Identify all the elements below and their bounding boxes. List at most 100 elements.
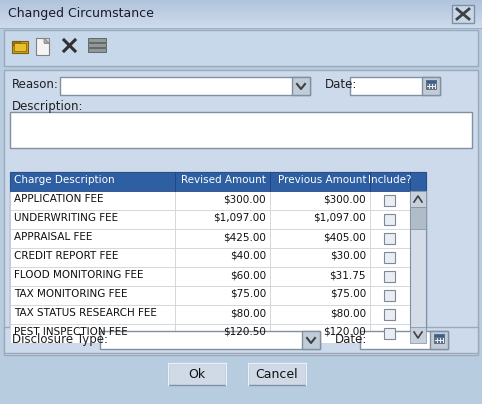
Text: PEST INSPECTION FEE: PEST INSPECTION FEE <box>14 327 128 337</box>
Text: Cancel: Cancel <box>255 368 298 381</box>
Bar <box>430 87 432 89</box>
Bar <box>410 207 426 229</box>
Bar <box>350 77 440 95</box>
Bar <box>370 172 410 191</box>
Bar <box>0 21 482 22</box>
Bar <box>370 324 410 343</box>
Bar <box>0 16 482 17</box>
Text: Include?: Include? <box>368 175 412 185</box>
Bar <box>10 324 175 343</box>
Bar <box>270 229 370 248</box>
Bar <box>270 305 370 324</box>
Bar <box>438 338 440 340</box>
Text: $60.00: $60.00 <box>230 270 266 280</box>
Text: Date:: Date: <box>335 333 367 346</box>
Bar <box>452 5 474 23</box>
Bar <box>384 252 395 263</box>
Text: $300.00: $300.00 <box>223 194 266 204</box>
Bar <box>430 84 432 86</box>
Bar <box>10 267 175 286</box>
Bar <box>422 77 440 95</box>
Bar <box>370 286 410 305</box>
Bar <box>360 331 448 349</box>
Bar <box>0 6 482 7</box>
Bar <box>0 25 482 26</box>
Bar <box>36 38 49 55</box>
Bar <box>435 338 437 340</box>
Bar <box>10 210 175 229</box>
Text: Disclosure Type:: Disclosure Type: <box>12 333 108 346</box>
Bar <box>370 210 410 229</box>
Bar <box>426 80 436 89</box>
Bar <box>270 172 370 191</box>
Bar <box>4 30 478 66</box>
Bar <box>0 19 482 20</box>
Bar <box>384 271 395 282</box>
Bar <box>0 15 482 16</box>
Bar <box>302 331 320 349</box>
Bar <box>175 248 270 267</box>
Bar <box>0 23 482 24</box>
Bar <box>44 38 49 43</box>
Bar <box>0 5 482 6</box>
Bar <box>10 112 472 148</box>
Text: Revised Amount: Revised Amount <box>181 175 266 185</box>
Bar <box>12 41 20 45</box>
Bar <box>0 8 482 9</box>
Text: Date:: Date: <box>325 78 357 91</box>
Bar <box>0 27 482 28</box>
Bar <box>10 229 175 248</box>
Bar <box>370 267 410 286</box>
Text: Description:: Description: <box>12 100 83 113</box>
Bar <box>168 363 226 385</box>
Bar <box>430 331 448 349</box>
Bar <box>410 191 426 343</box>
Text: $75.00: $75.00 <box>330 289 366 299</box>
Text: $30.00: $30.00 <box>330 251 366 261</box>
Bar <box>370 191 410 210</box>
Bar <box>441 338 443 340</box>
Bar <box>10 191 175 210</box>
Bar <box>370 305 410 324</box>
Text: $300.00: $300.00 <box>323 194 366 204</box>
Bar <box>0 24 482 25</box>
Bar <box>0 3 482 4</box>
Text: Changed Circumstance: Changed Circumstance <box>8 7 154 20</box>
Text: CREDIT REPORT FEE: CREDIT REPORT FEE <box>14 251 119 261</box>
Bar <box>10 172 426 343</box>
Text: TAX MONITORING FEE: TAX MONITORING FEE <box>14 289 128 299</box>
Bar <box>370 229 410 248</box>
Bar <box>384 309 395 320</box>
Bar <box>175 267 270 286</box>
Text: APPRAISAL FEE: APPRAISAL FEE <box>14 232 93 242</box>
Bar <box>433 84 435 86</box>
Text: $31.75: $31.75 <box>330 270 366 280</box>
Bar <box>434 334 444 343</box>
Bar <box>270 267 370 286</box>
Bar <box>270 286 370 305</box>
Bar <box>248 363 306 385</box>
Bar <box>175 305 270 324</box>
Bar <box>4 327 478 353</box>
Bar <box>434 334 444 337</box>
Bar <box>175 172 270 191</box>
Text: Ok: Ok <box>188 368 205 381</box>
Bar <box>0 14 482 15</box>
Bar <box>427 84 429 86</box>
Bar <box>0 1 482 2</box>
Bar <box>0 18 482 19</box>
Bar <box>292 77 310 95</box>
Bar <box>0 2 482 3</box>
Bar <box>0 7 482 8</box>
Bar <box>0 26 482 27</box>
Bar <box>88 38 106 42</box>
Bar <box>0 4 482 5</box>
Bar <box>438 341 440 343</box>
Bar <box>435 341 437 343</box>
Bar <box>410 172 426 191</box>
Bar <box>0 13 482 14</box>
Text: TAX STATUS RESEARCH FEE: TAX STATUS RESEARCH FEE <box>14 308 157 318</box>
Bar <box>0 10 482 11</box>
Bar <box>4 70 478 355</box>
Bar <box>175 191 270 210</box>
